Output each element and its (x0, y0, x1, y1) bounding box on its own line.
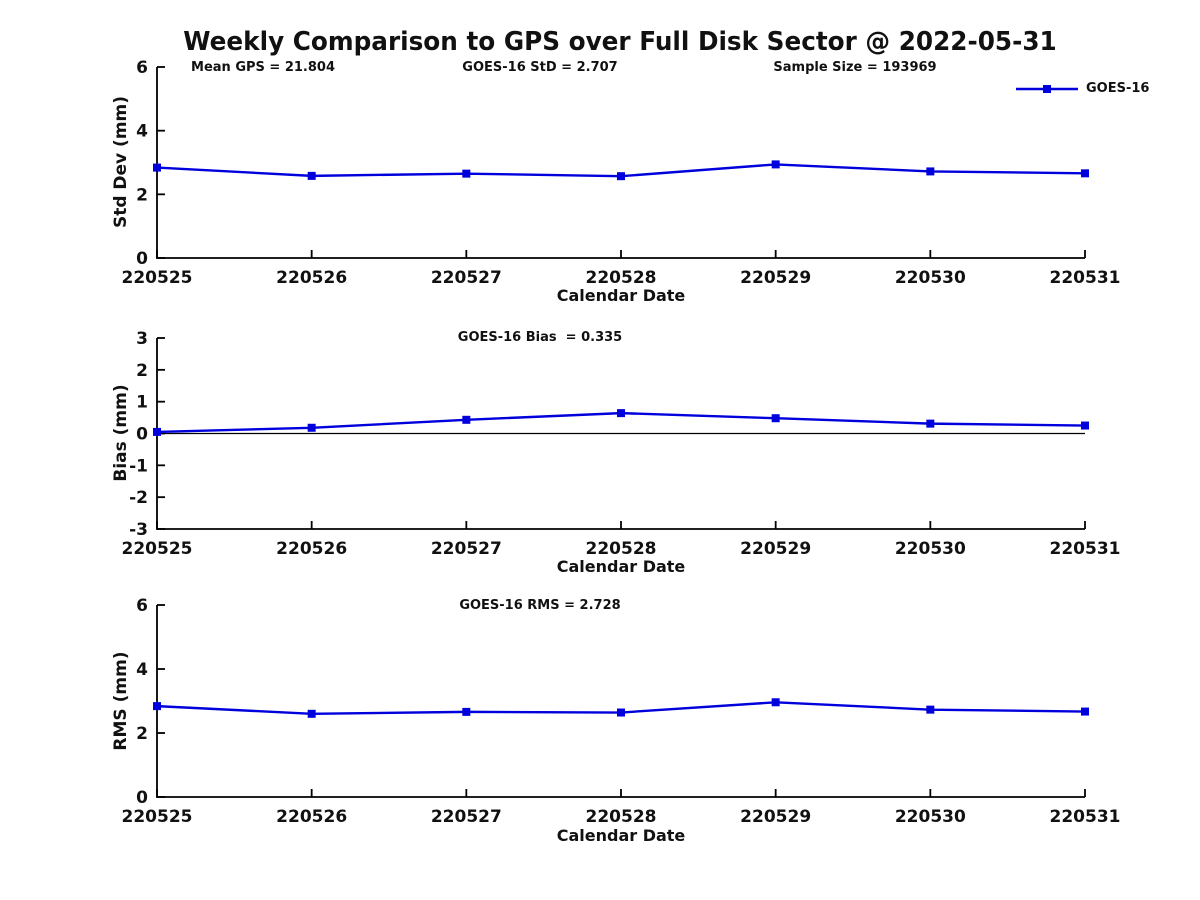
stddev-y-tick-label: 6 (136, 58, 148, 78)
bias-x-tick-label: 220530 (895, 539, 966, 559)
stddev-data-marker (1081, 169, 1089, 178)
stddev-x-tick-label: 220526 (276, 268, 347, 288)
stddev-data-marker (153, 163, 161, 172)
stddev-y-axis-label: Std Dev (mm) (111, 95, 131, 229)
rms-y-tick-label: 2 (136, 724, 148, 744)
bias-y-axis-label: Bias (mm) (111, 384, 131, 482)
bias-x-tick-label: 220527 (431, 539, 502, 559)
legend-sample (1016, 85, 1078, 93)
rms-x-tick-label: 220525 (122, 807, 193, 827)
bias-y-tick-label: 0 (136, 425, 148, 445)
stddev-data-marker (617, 172, 625, 181)
stddev-data-marker (462, 169, 471, 178)
rms-y-tick-label: 0 (136, 788, 148, 808)
stddev-x-tick-label: 220529 (740, 268, 811, 288)
annotation-goes16-bias: GOES-16 Bias = 0.335 (457, 330, 623, 345)
bias-y-tick-label: -1 (129, 456, 148, 476)
bias-data-marker (617, 409, 625, 418)
rms-y-axis-label: RMS (mm) (111, 651, 131, 751)
bias-data-marker (462, 415, 471, 424)
stddev-x-axis-label: Calendar Date (556, 286, 686, 305)
bias-y-tick-label: -3 (129, 520, 148, 540)
stddev-x-tick-label: 220530 (895, 268, 966, 288)
stddev-data-marker (307, 171, 316, 180)
rms-x-tick-label: 220529 (740, 807, 811, 827)
figure-title: Weekly Comparison to GPS over Full Disk … (183, 27, 1057, 57)
stddev-data-marker (771, 160, 780, 169)
bias-y-tick-label: 2 (136, 361, 148, 381)
annotation-sample-size: Sample Size = 193969 (773, 60, 937, 75)
rms-data-marker (462, 707, 471, 716)
bias-data-marker (153, 427, 161, 436)
rms-x-tick-label: 220527 (431, 807, 502, 827)
stddev-y-tick-label: 4 (136, 122, 148, 142)
rms-y-tick-label: 6 (136, 596, 148, 616)
stddev-data-marker (926, 167, 935, 176)
bias-y-tick-label: -2 (129, 488, 148, 508)
bias-data-marker (771, 414, 780, 423)
bias-data-marker (307, 423, 316, 432)
bias-x-axis-label: Calendar Date (556, 557, 686, 576)
rms-x-axis-label: Calendar Date (556, 826, 686, 845)
stddev-x-tick-label: 220528 (586, 268, 657, 288)
stddev-x-tick-label: 220531 (1050, 268, 1121, 288)
bias-data-marker (1081, 421, 1089, 430)
rms-data-marker (771, 698, 780, 707)
rms-x-tick-label: 220530 (895, 807, 966, 827)
legend-marker-icon (1043, 85, 1051, 93)
rms-x-tick-label: 220528 (586, 807, 657, 827)
legend: GOES-16 (1016, 82, 1149, 96)
rms-data-marker (617, 708, 625, 717)
bias-x-tick-label: 220531 (1050, 539, 1121, 559)
annotation-mean-gps: Mean GPS = 21.804 (191, 60, 335, 75)
rms-data-marker (307, 709, 316, 718)
stddev-y-tick-label: 2 (136, 185, 148, 205)
bias-y-tick-label: 3 (136, 329, 148, 349)
rms-y-tick-label: 4 (136, 660, 148, 680)
stddev-y-tick-label: 0 (136, 249, 148, 269)
rms-data-marker (926, 705, 935, 714)
bias-x-tick-label: 220525 (122, 539, 193, 559)
annotation-goes16-rms: GOES-16 RMS = 2.728 (459, 598, 621, 613)
rms-x-tick-label: 220526 (276, 807, 347, 827)
stddev-x-tick-label: 220527 (431, 268, 502, 288)
bias-x-tick-label: 220526 (276, 539, 347, 559)
stddev-x-tick-label: 220525 (122, 268, 193, 288)
rms-axes (156, 605, 1085, 798)
rms-data-marker (1081, 707, 1089, 716)
bias-x-tick-label: 220528 (586, 539, 657, 559)
bias-x-tick-label: 220529 (740, 539, 811, 559)
annotation-goes16-std: GOES-16 StD = 2.707 (462, 60, 618, 75)
stddev-axes (156, 67, 1085, 259)
rms-x-tick-label: 220531 (1050, 807, 1121, 827)
bias-data-marker (926, 419, 935, 428)
rms-data-marker (153, 702, 161, 711)
bias-y-tick-label: 1 (136, 393, 148, 413)
legend-label: GOES-16 (1086, 81, 1150, 96)
